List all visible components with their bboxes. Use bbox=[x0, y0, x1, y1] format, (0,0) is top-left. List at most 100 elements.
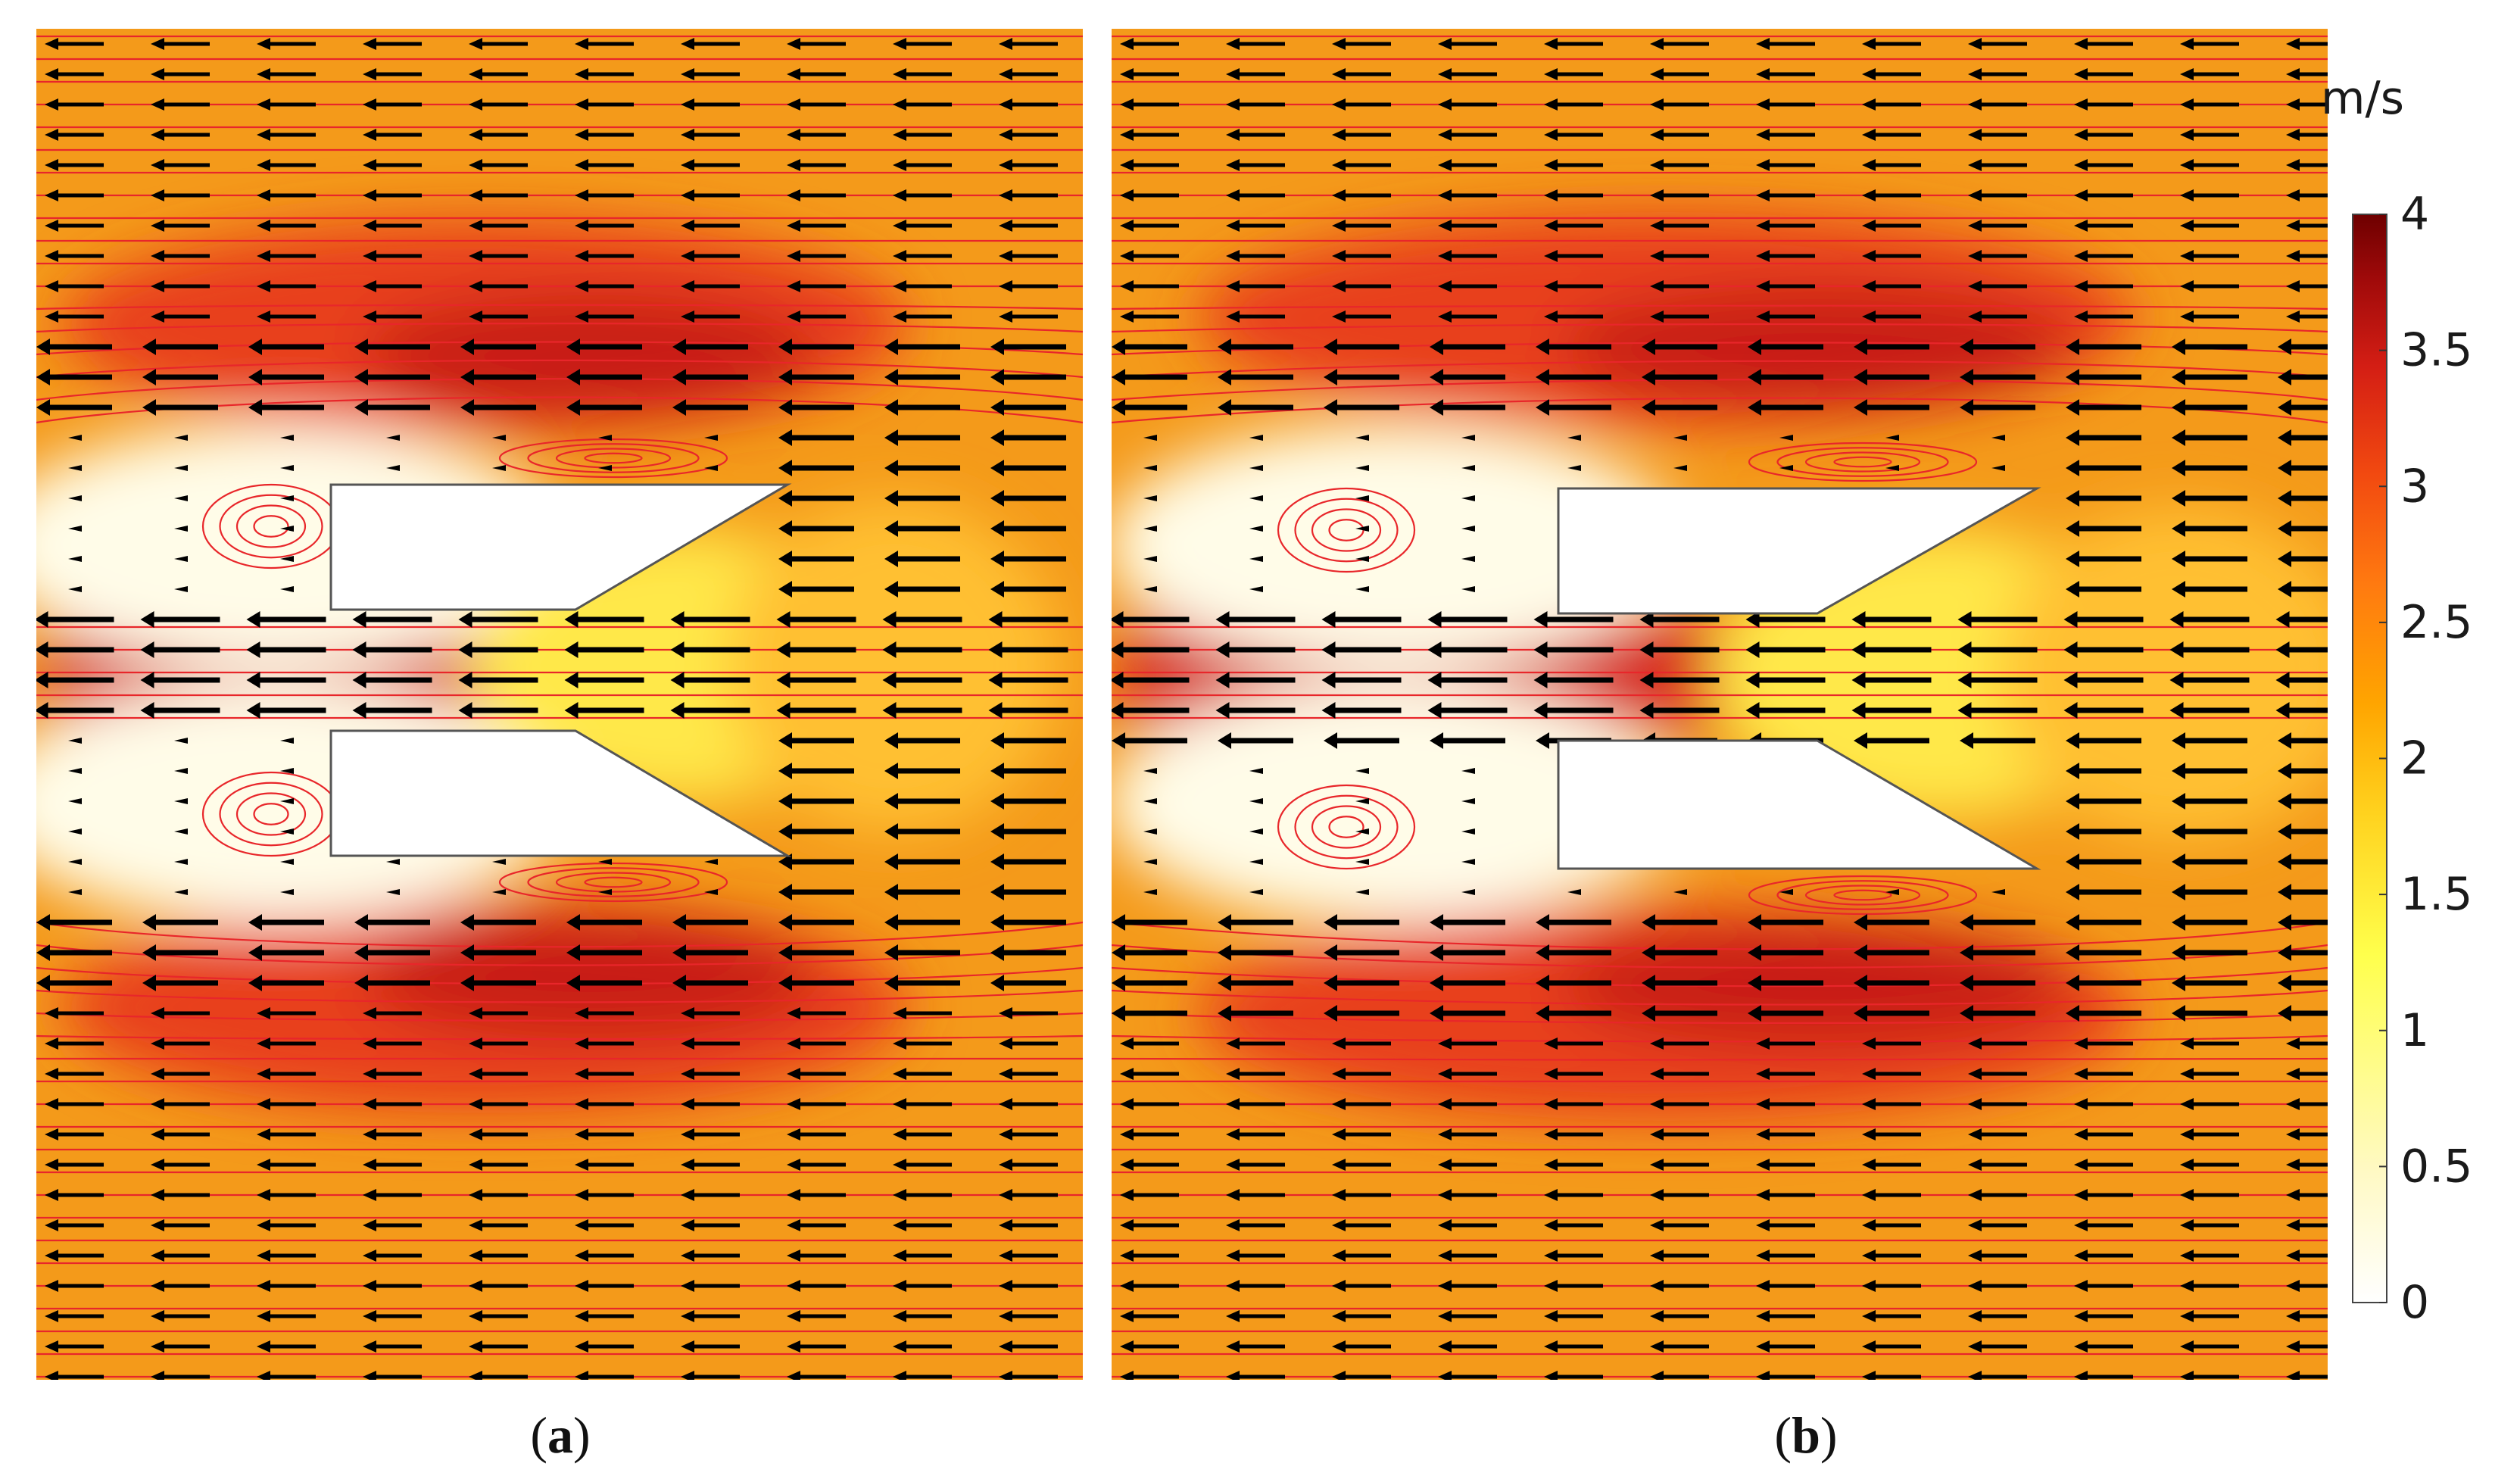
velocity-arrow bbox=[1968, 68, 2027, 80]
velocity-arrow bbox=[598, 435, 612, 441]
velocity-arrow bbox=[363, 68, 422, 80]
velocity-arrow bbox=[45, 1371, 104, 1380]
velocity-arrow bbox=[1438, 159, 1497, 171]
velocity-arrow bbox=[1332, 1098, 1391, 1110]
velocity-arrow bbox=[1332, 1310, 1391, 1322]
velocity-arrow bbox=[2180, 98, 2239, 111]
velocity-arrow bbox=[1650, 310, 1709, 323]
velocity-arrow bbox=[68, 738, 82, 744]
velocity-arrow bbox=[363, 1189, 422, 1201]
velocity-arrow bbox=[257, 1310, 316, 1322]
velocity-arrow bbox=[68, 556, 82, 562]
velocity-arrow bbox=[469, 1159, 528, 1171]
velocity-arrow bbox=[681, 220, 740, 232]
panel-label-a: (a) bbox=[530, 1406, 590, 1464]
velocity-arrow bbox=[45, 1159, 104, 1171]
velocity-arrow bbox=[2278, 460, 2328, 476]
velocity-arrow bbox=[884, 399, 960, 416]
velocity-arrow bbox=[1430, 339, 1505, 355]
velocity-arrow bbox=[1332, 310, 1391, 323]
velocity-arrow bbox=[575, 189, 634, 201]
velocity-arrow bbox=[1461, 889, 1475, 895]
velocity-arrow bbox=[2278, 520, 2328, 537]
velocity-arrow bbox=[1226, 220, 1285, 232]
velocity-arrow bbox=[1324, 369, 1399, 385]
velocity-arrow bbox=[893, 1037, 952, 1050]
velocity-arrow bbox=[257, 1280, 316, 1292]
streamline bbox=[36, 966, 1083, 985]
velocity-arrow bbox=[1650, 1280, 1709, 1292]
velocity-arrow bbox=[1968, 1340, 2027, 1353]
velocity-arrow bbox=[469, 310, 528, 323]
velocity-arrow bbox=[1533, 611, 1614, 628]
velocity-arrow bbox=[151, 1159, 210, 1171]
velocity-arrow bbox=[248, 369, 324, 385]
velocity-arrow bbox=[2066, 793, 2141, 810]
velocity-arrow bbox=[386, 465, 400, 471]
velocity-arrow bbox=[1968, 220, 2027, 232]
velocity-arrow bbox=[1226, 1340, 1285, 1353]
vortex-streamline bbox=[1294, 794, 1399, 860]
velocity-arrow bbox=[469, 1189, 528, 1201]
velocity-arrow bbox=[1332, 1250, 1391, 1262]
velocity-arrow bbox=[1544, 159, 1603, 171]
velocity-arrow bbox=[142, 399, 218, 416]
velocity-arrow bbox=[1143, 556, 1157, 562]
velocity-arrow bbox=[1756, 1219, 1815, 1231]
velocity-arrow bbox=[45, 1310, 104, 1322]
velocity-arrow bbox=[174, 556, 188, 562]
velocity-arrow bbox=[1544, 1128, 1603, 1140]
velocity-arrow bbox=[1756, 1159, 1815, 1171]
velocity-arrow bbox=[2286, 1037, 2328, 1050]
velocity-arrow bbox=[1218, 1005, 1293, 1022]
velocity-arrow bbox=[575, 1159, 634, 1171]
velocity-arrow bbox=[1642, 369, 1717, 385]
velocity-arrow bbox=[2180, 220, 2239, 232]
colorbar-tick-label: 4 bbox=[2400, 188, 2429, 241]
velocity-arrow bbox=[1854, 914, 1929, 931]
velocity-arrow bbox=[575, 1189, 634, 1201]
velocity-arrow bbox=[884, 793, 960, 810]
velocity-arrow bbox=[1226, 280, 1285, 292]
velocity-arrow bbox=[787, 1068, 846, 1080]
velocity-arrow bbox=[248, 944, 324, 961]
velocity-arrow bbox=[884, 853, 960, 870]
velocity-arrow bbox=[681, 1280, 740, 1292]
velocity-arrow bbox=[1650, 1128, 1709, 1140]
velocity-arrow bbox=[1332, 1219, 1391, 1231]
velocity-arrow bbox=[1120, 98, 1179, 111]
velocity-arrow bbox=[1862, 1128, 1921, 1140]
velocity-arrow bbox=[778, 823, 854, 840]
velocity-arrow bbox=[1862, 129, 1921, 141]
velocity-arrow bbox=[2066, 520, 2141, 537]
velocity-arrow bbox=[1650, 1098, 1709, 1110]
streamline bbox=[1112, 921, 2328, 950]
velocity-arrow bbox=[1745, 702, 1826, 719]
velocity-arrow bbox=[1862, 1280, 1921, 1292]
velocity-arrow bbox=[1430, 399, 1505, 416]
velocity-arrow bbox=[1745, 641, 1826, 658]
velocity-arrow bbox=[681, 310, 740, 323]
velocity-arrow bbox=[999, 159, 1058, 171]
vortex-streamline bbox=[527, 443, 700, 473]
velocity-arrow bbox=[363, 220, 422, 232]
velocity-arrow bbox=[564, 611, 644, 628]
velocity-arrow bbox=[990, 793, 1066, 810]
velocity-arrow bbox=[1544, 220, 1603, 232]
velocity-arrow bbox=[990, 823, 1066, 840]
velocity-arrow bbox=[776, 641, 856, 658]
velocity-arrow bbox=[893, 189, 952, 201]
velocity-arrow bbox=[469, 1340, 528, 1353]
velocity-arrow bbox=[2286, 38, 2328, 50]
velocity-arrow bbox=[363, 1007, 422, 1019]
velocity-arrow bbox=[681, 98, 740, 111]
velocity-arrow bbox=[257, 1098, 316, 1110]
streamline bbox=[1112, 323, 2328, 333]
velocity-arrow bbox=[1438, 38, 1497, 50]
velocity-arrow bbox=[1438, 129, 1497, 141]
velocity-arrow bbox=[1355, 859, 1369, 865]
velocity-arrow bbox=[2180, 189, 2239, 201]
velocity-arrow bbox=[1332, 1128, 1391, 1140]
velocity-arrow bbox=[787, 1250, 846, 1262]
velocity-arrow bbox=[354, 369, 430, 385]
